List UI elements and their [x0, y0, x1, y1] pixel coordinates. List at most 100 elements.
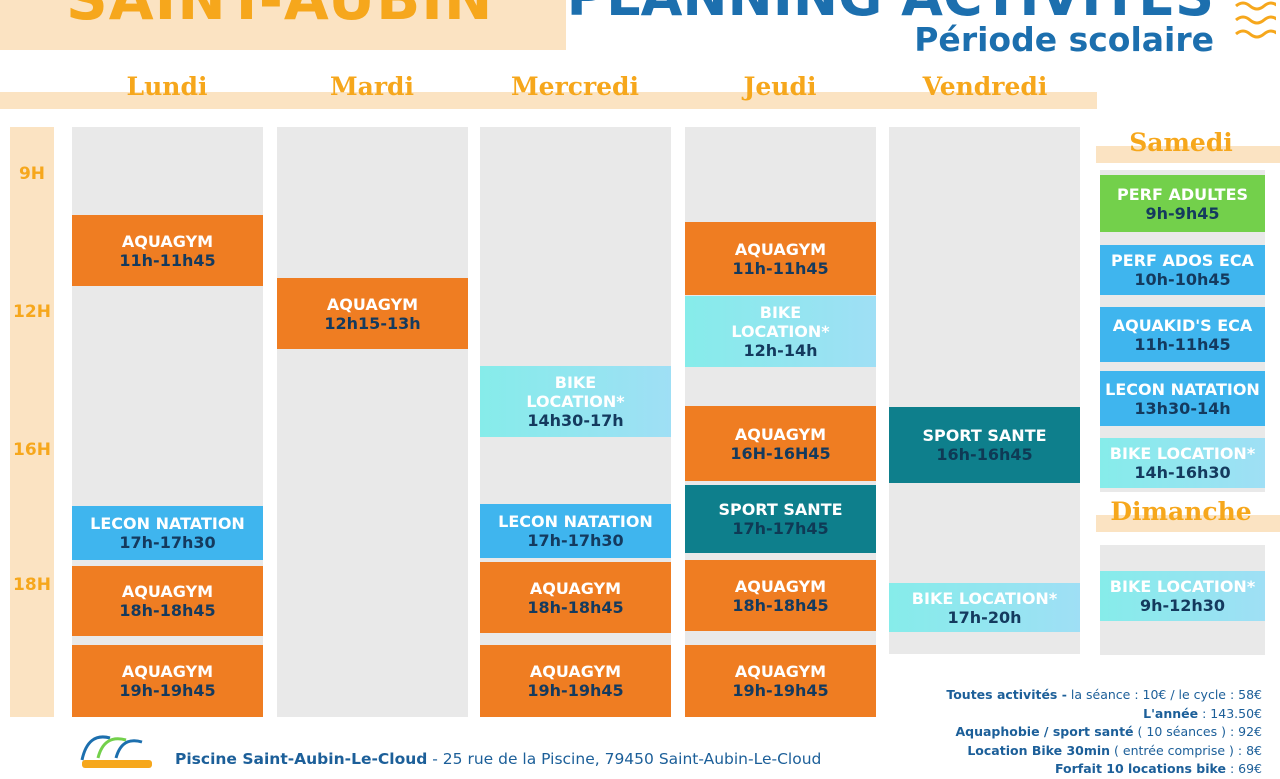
activity-time: 11h-11h45: [119, 250, 216, 270]
activity-name: AQUAGYM: [734, 424, 827, 444]
activity-name: BIKE LOCATION*: [911, 588, 1058, 608]
activity-name: AQUAGYM: [121, 662, 214, 681]
pool-name: Piscine Saint-Aubin-Le-Cloud: [175, 750, 428, 768]
day-samedi: Samedi: [1129, 128, 1233, 157]
activity-name: AQUAGYM: [734, 662, 827, 681]
price-line-aquaphobie: Aquaphobie / sport santé ( 10 séances ) …: [946, 723, 1262, 742]
day-dimanche: Dimanche: [1110, 497, 1252, 526]
activity-block[interactable]: BIKE LOCATION* 9h-12h30: [1100, 571, 1265, 621]
activity-time: 12h15-13h: [324, 313, 421, 333]
page-title: SAINT-AUBIN: [66, 0, 493, 28]
activity-block[interactable]: BIKE LOCATION* 17h-20h: [889, 583, 1080, 632]
activity-block[interactable]: LECON NATATION 17h-17h30: [72, 506, 263, 560]
price-label: L'année: [1143, 705, 1199, 721]
activity-name: PERF ADULTES: [1116, 184, 1249, 204]
activity-time: 17h-20h: [947, 607, 1022, 627]
activity-time: 11h-11h45: [732, 258, 829, 278]
price-value: la séance : 10€ / le cycle : 58€: [1070, 687, 1262, 702]
activity-name: PERF ADOS ECA: [1111, 251, 1254, 270]
activity-block[interactable]: AQUAGYM 16H-16H45: [685, 406, 876, 481]
activity-block[interactable]: SPORT SANTE 16h-16h45: [889, 407, 1080, 483]
activity-time: 11h-11h45: [1134, 334, 1231, 354]
activity-name: SPORT SANTE: [922, 426, 1047, 445]
price-list: Toutes activités - la séance : 10€ / le …: [946, 686, 1262, 779]
activity-block[interactable]: AQUAGYM 19h-19h45: [72, 645, 263, 717]
day-mercredi: Mercredi: [510, 72, 640, 101]
price-label: Toutes activités -: [946, 687, 1067, 702]
activity-block[interactable]: PERF ADOS ECA 10h-10h45: [1100, 245, 1265, 295]
activity-name: LECON NATATION: [498, 512, 653, 531]
price-value: ( entrée comprise ) : 8€: [1114, 742, 1262, 758]
activity-name: AQUAGYM: [529, 662, 622, 681]
activity-name: AQUAKID'S ECA: [1112, 315, 1253, 335]
activity-time: 16h-16h45: [936, 445, 1033, 464]
activity-name: AQUAGYM: [326, 294, 419, 314]
activity-block[interactable]: SPORT SANTE 17h-17h45: [685, 485, 876, 553]
activity-time: 18h-18h45: [732, 595, 829, 615]
activity-time: 18h-18h45: [527, 597, 624, 617]
activity-name: AQUAGYM: [121, 582, 214, 601]
activity-time: 18h-18h45: [119, 601, 216, 620]
activity-block[interactable]: AQUAGYM 11h-11h45: [72, 215, 263, 286]
saturday-band: [1096, 146, 1280, 163]
pool-address: - 25 rue de la Piscine, 79450 Saint-Aubi…: [427, 750, 822, 768]
activity-block[interactable]: BIKE LOCATION* 14h30-17h: [480, 366, 671, 437]
activity-name: BIKE LOCATION*: [731, 303, 830, 341]
activity-name: BIKE LOCATION*: [1109, 577, 1256, 596]
day-lundi: Lundi: [126, 72, 208, 101]
activity-time: 12h-14h: [743, 341, 818, 360]
wave-icon: [1235, 1, 1276, 39]
activity-block[interactable]: AQUAGYM 19h-19h45: [480, 645, 671, 717]
activity-block[interactable]: AQUAGYM 11h-11h45: [685, 222, 876, 295]
activity-time: 14h-16h30: [1134, 463, 1231, 482]
activity-name: AQUAGYM: [734, 239, 827, 259]
activity-time: 9h-9h45: [1145, 203, 1220, 223]
pool-logo-icon: [80, 735, 152, 768]
price-label: Forfait 10 locations bike: [1055, 761, 1226, 776]
days-band: [0, 92, 1097, 109]
activity-name: AQUAGYM: [734, 576, 827, 596]
day-jeudi: Jeudi: [743, 72, 817, 101]
activity-time: 17h-17h30: [119, 533, 216, 552]
activity-time: 19h-19h45: [527, 681, 624, 700]
price-value: ( 10 séances ) : 92€: [1137, 724, 1262, 739]
price-line-bike: Location Bike 30min ( entrée comprise ) …: [946, 742, 1262, 761]
activity-name: LECON NATATION: [90, 514, 245, 533]
activity-name: AQUAGYM: [529, 578, 622, 598]
price-label: Aquaphobie / sport santé: [955, 724, 1134, 739]
day-vendredi: Vendredi: [922, 72, 1048, 101]
hours-band: [10, 127, 54, 717]
hour-12h: 12H: [13, 302, 51, 322]
day-mardi: Mardi: [329, 72, 415, 101]
activity-time: 19h-19h45: [732, 681, 829, 700]
price-line-bike-pack: Forfait 10 locations bike : 69€: [946, 760, 1262, 779]
activity-time: 14h30-17h: [527, 411, 624, 430]
activity-block[interactable]: BIKE LOCATION* 12h-14h: [685, 296, 876, 367]
activity-time: 16H-16H45: [730, 443, 831, 463]
activity-block[interactable]: PERF ADULTES 9h-9h45: [1100, 175, 1265, 232]
period-subtitle: Période scolaire: [914, 20, 1214, 59]
activity-block[interactable]: AQUAGYM 18h-18h45: [72, 566, 263, 636]
activity-block[interactable]: AQUAGYM 18h-18h45: [685, 560, 876, 631]
activity-time: 19h-19h45: [119, 681, 216, 700]
activity-name: SPORT SANTE: [718, 500, 843, 519]
activity-block[interactable]: BIKE LOCATION* 14h-16h30: [1100, 438, 1265, 488]
activity-block[interactable]: AQUAGYM 18h-18h45: [480, 562, 671, 633]
activity-name: LECON NATATION: [1105, 379, 1260, 399]
activity-block[interactable]: AQUAGYM 19h-19h45: [685, 645, 876, 717]
activity-block[interactable]: AQUAKID'S ECA 11h-11h45: [1100, 307, 1265, 362]
price-value: : 69€: [1229, 761, 1262, 776]
activity-time: 9h-12h30: [1139, 596, 1226, 615]
activity-time: 17h-17h45: [732, 519, 829, 538]
activity-block[interactable]: LECON NATATION 17h-17h30: [480, 504, 671, 558]
activity-name: BIKE LOCATION*: [1109, 444, 1256, 463]
activity-block[interactable]: LECON NATATION 13h30-14h: [1100, 371, 1265, 426]
price-line-year: L'année : 143.50€: [946, 705, 1262, 724]
activity-name: AQUAGYM: [121, 231, 214, 251]
price-line-all: Toutes activités - la séance : 10€ / le …: [946, 686, 1262, 705]
hour-18h: 18H: [13, 575, 51, 595]
activity-name: BIKE LOCATION*: [526, 373, 625, 411]
activity-time: 10h-10h45: [1134, 270, 1231, 289]
activity-block[interactable]: AQUAGYM 12h15-13h: [277, 278, 468, 349]
price-value: : 143.50€: [1202, 705, 1262, 721]
